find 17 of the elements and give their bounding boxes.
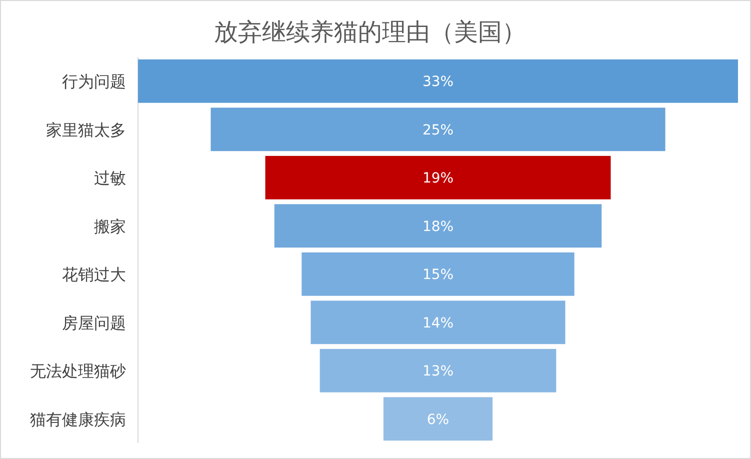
category-label: 行为问题 <box>62 72 126 92</box>
category-label: 家里猫太多 <box>46 120 126 140</box>
data-label: 18% <box>422 218 454 235</box>
category-label: 搬家 <box>94 216 126 236</box>
data-label: 6% <box>426 412 450 428</box>
text: 放弃继续养猫的理由（美国） <box>214 18 526 46</box>
category-label: 花销过大 <box>62 265 126 284</box>
category-label: 无法处理猫砂 <box>30 362 126 381</box>
data-label: 33% <box>422 74 454 90</box>
data-label: 25% <box>422 122 454 138</box>
data-label: 14% <box>422 315 454 332</box>
category-label: 过敏 <box>94 168 126 188</box>
data-label: 13% <box>422 364 454 380</box>
category-label: 房屋问题 <box>62 313 126 332</box>
data-label: 19% <box>422 170 454 187</box>
data-label: 15% <box>422 267 454 284</box>
category-label: 猫有健康疾病 <box>30 410 126 429</box>
